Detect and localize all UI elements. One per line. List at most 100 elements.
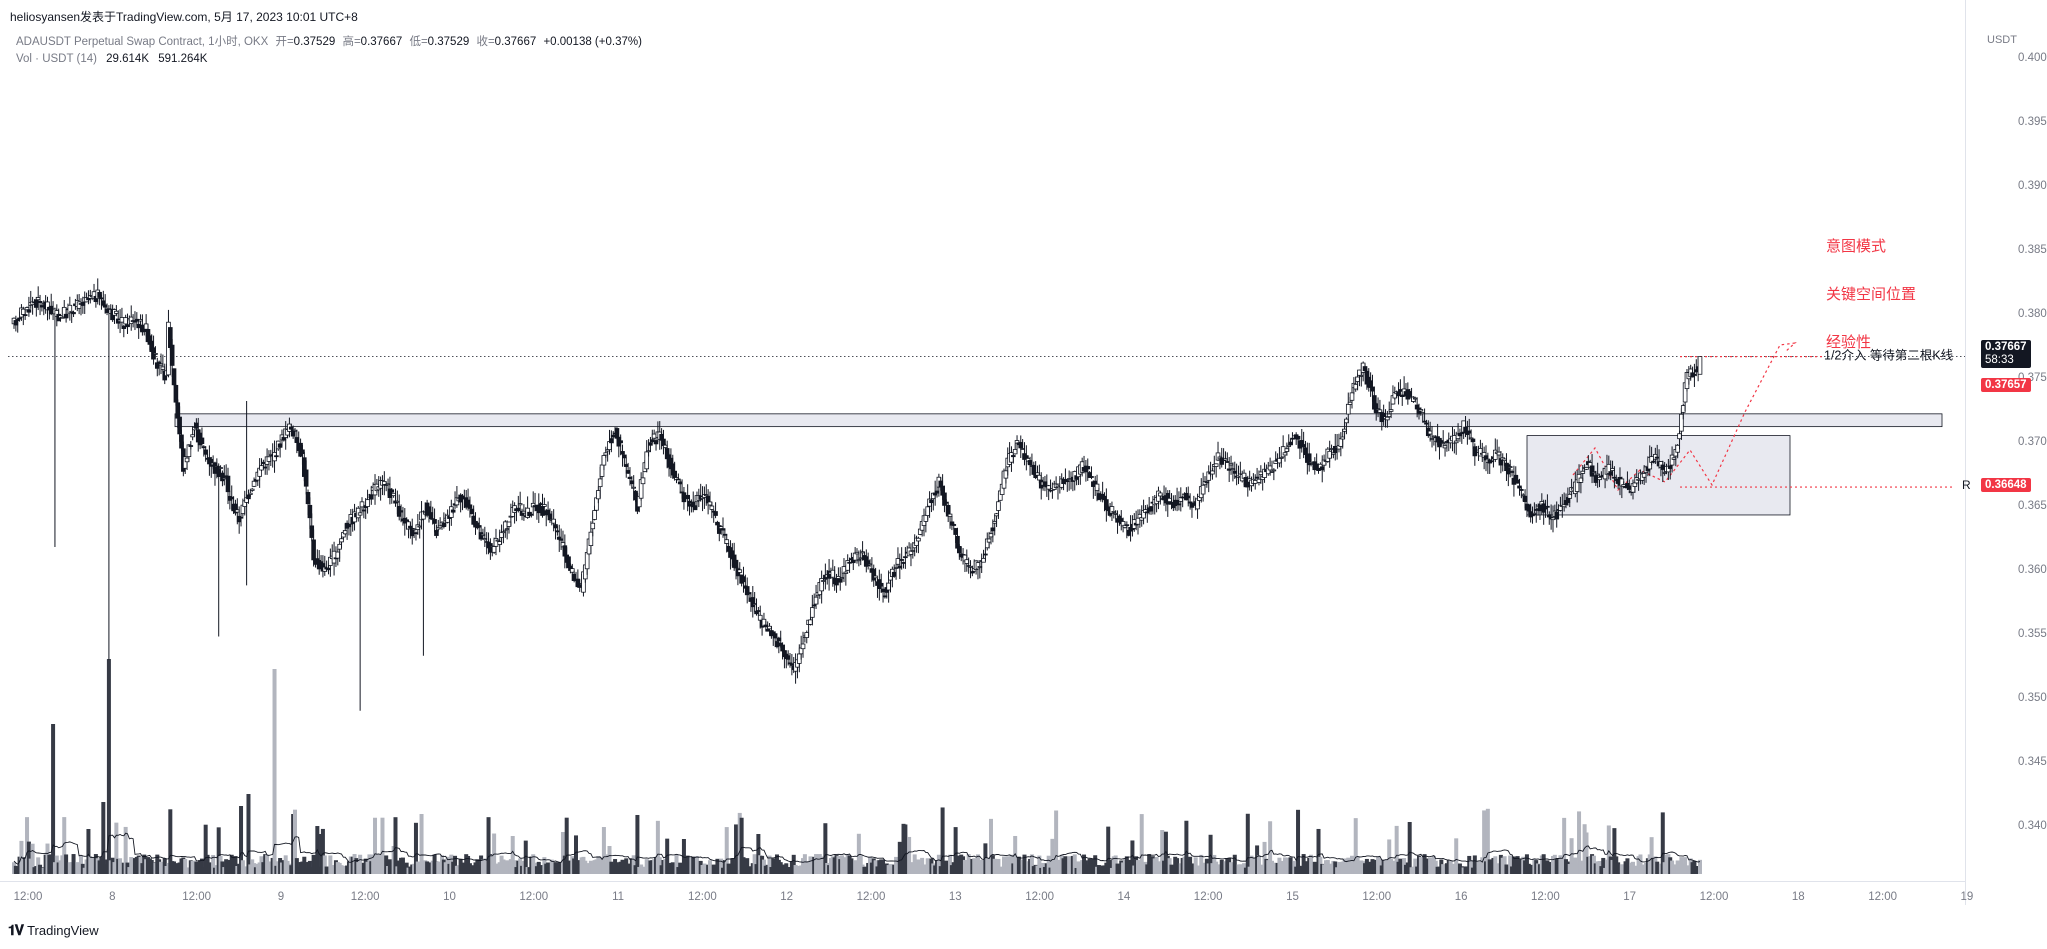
candle[interactable] — [402, 508, 408, 536]
candle[interactable] — [199, 427, 205, 449]
candle[interactable] — [1135, 509, 1141, 535]
candle[interactable] — [810, 594, 815, 626]
candle[interactable] — [1089, 466, 1094, 480]
candle[interactable] — [651, 429, 657, 441]
candle[interactable] — [488, 538, 493, 560]
candle[interactable] — [365, 489, 370, 514]
candle[interactable] — [517, 491, 523, 511]
candle[interactable] — [1206, 465, 1212, 493]
time-axis[interactable] — [0, 881, 1965, 904]
candle[interactable] — [186, 444, 192, 462]
candle[interactable] — [1507, 459, 1513, 478]
candle[interactable] — [536, 493, 542, 524]
volume-indicator-label[interactable]: Vol · USDT (14) — [16, 53, 97, 65]
candle[interactable] — [413, 531, 419, 541]
candle[interactable] — [335, 548, 341, 566]
candle[interactable] — [233, 499, 238, 516]
candle[interactable] — [1457, 428, 1463, 442]
candle[interactable] — [713, 502, 718, 519]
candle[interactable] — [1697, 356, 1703, 375]
candle[interactable] — [432, 508, 437, 533]
candle[interactable] — [212, 461, 218, 486]
candle[interactable] — [134, 312, 140, 326]
candle[interactable] — [1368, 372, 1373, 397]
candle[interactable] — [298, 438, 303, 458]
candle[interactable] — [542, 497, 547, 508]
candle[interactable] — [478, 525, 484, 541]
candle[interactable] — [1399, 393, 1405, 406]
candle[interactable] — [119, 307, 125, 327]
candle[interactable] — [140, 314, 145, 336]
candle[interactable] — [52, 307, 58, 547]
candle[interactable] — [992, 514, 998, 536]
candle[interactable] — [1418, 407, 1424, 416]
candle[interactable] — [716, 523, 722, 542]
candle[interactable] — [942, 485, 947, 513]
candle[interactable] — [685, 484, 690, 512]
candle[interactable] — [1213, 463, 1219, 478]
candle[interactable] — [37, 294, 43, 316]
candle[interactable] — [1517, 478, 1522, 496]
candle[interactable] — [153, 346, 158, 355]
candle[interactable] — [1595, 462, 1600, 488]
candle[interactable] — [921, 508, 927, 537]
candle[interactable] — [741, 566, 746, 593]
candle[interactable] — [1396, 382, 1401, 405]
candle[interactable] — [1072, 470, 1078, 491]
candle[interactable] — [482, 526, 488, 547]
candle[interactable] — [357, 506, 363, 711]
candle[interactable] — [957, 544, 962, 560]
candle[interactable] — [903, 547, 908, 569]
candle[interactable] — [1226, 456, 1232, 482]
candle[interactable] — [506, 521, 512, 534]
candle[interactable] — [449, 499, 454, 526]
candle[interactable] — [71, 310, 76, 318]
candle[interactable] — [391, 492, 396, 498]
candle[interactable] — [1692, 363, 1697, 387]
candle[interactable] — [39, 303, 45, 312]
candle[interactable] — [819, 570, 824, 604]
candle[interactable] — [964, 549, 970, 572]
candle[interactable] — [396, 494, 402, 521]
candle[interactable] — [1184, 487, 1189, 501]
candle[interactable] — [1679, 408, 1684, 440]
candle[interactable] — [1509, 469, 1515, 477]
candle[interactable] — [450, 507, 456, 514]
candle[interactable] — [1165, 490, 1171, 517]
candle[interactable] — [698, 483, 703, 502]
candle[interactable] — [374, 478, 380, 493]
candle[interactable] — [1288, 439, 1293, 446]
candle[interactable] — [899, 547, 904, 570]
tradingview-logo[interactable]: 𝟏𝐕 TradingView — [8, 922, 99, 939]
candle[interactable] — [750, 586, 756, 618]
candle[interactable] — [1483, 445, 1489, 472]
candle[interactable] — [158, 353, 164, 375]
candle[interactable] — [393, 488, 398, 507]
candle[interactable] — [406, 520, 411, 539]
candle[interactable] — [648, 436, 653, 453]
candle[interactable] — [1145, 504, 1150, 523]
candle[interactable] — [188, 441, 194, 450]
candle[interactable] — [454, 486, 460, 508]
candle[interactable] — [467, 496, 473, 518]
candle[interactable] — [983, 548, 988, 561]
candle[interactable] — [873, 567, 878, 582]
candle[interactable] — [307, 497, 313, 529]
candle[interactable] — [1254, 467, 1260, 480]
candle[interactable] — [1584, 466, 1589, 470]
candle[interactable] — [1024, 445, 1029, 471]
candle[interactable] — [1148, 505, 1154, 515]
candle[interactable] — [1053, 476, 1059, 490]
candle[interactable] — [1210, 467, 1215, 480]
candle[interactable] — [519, 508, 525, 521]
candle[interactable] — [1360, 361, 1366, 382]
candle[interactable] — [1306, 442, 1312, 472]
candle[interactable] — [1055, 483, 1061, 500]
candle[interactable] — [865, 552, 871, 570]
candle[interactable] — [216, 463, 222, 637]
candle[interactable] — [1018, 435, 1024, 459]
candle[interactable] — [702, 486, 707, 509]
candle[interactable] — [154, 357, 160, 377]
candle[interactable] — [173, 384, 179, 406]
